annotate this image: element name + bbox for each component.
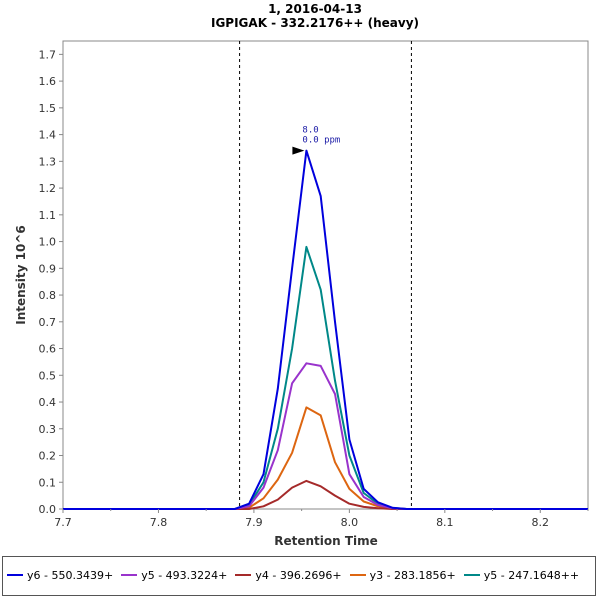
- y-axis-label: Intensity 10^6: [14, 225, 28, 325]
- y-tick-label: 0.5: [39, 369, 57, 382]
- y-tick-label: 1.0: [39, 236, 57, 249]
- legend-swatch: [463, 574, 480, 576]
- x-axis: 7.7 7.8 7.9 8.0 8.1 8.2: [54, 509, 589, 529]
- legend-swatch: [235, 574, 252, 576]
- legend-item: y5 - 493.3224+: [121, 567, 227, 583]
- chart-subtitle: IGPIGAK - 332.2176++ (heavy): [211, 16, 419, 30]
- x-tick-label: 7.9: [245, 516, 263, 529]
- peak-annotation-line: 8.0: [302, 126, 318, 136]
- y-tick-label: 1.3: [39, 155, 57, 168]
- chromatogram-chart: 1, 2016-04-13 IGPIGAK - 332.2176++ (heav…: [14, 2, 589, 548]
- y-tick-label: 0.8: [39, 289, 57, 302]
- series-line-0: [63, 149, 588, 510]
- peak-annotation: 8.00.0 ppm: [292, 126, 340, 155]
- y-tick-label: 0.2: [39, 450, 57, 463]
- x-axis-label: Retention Time: [274, 534, 378, 548]
- peak-annotation-line: 0.0 ppm: [302, 136, 340, 146]
- legend-item: y6 - 550.3439+: [7, 567, 113, 583]
- y-tick-label: 1.4: [39, 129, 57, 142]
- peak-marker-icon: [292, 146, 305, 155]
- y-axis: 0.0 0.1 0.2 0.3 0.4 0.5 0.6 0.7 0.8 0.9 1.0 1.1 1.2 1…: [39, 48, 63, 516]
- x-tick-label: 7.7: [54, 516, 72, 529]
- legend-label: y4 - 396.2696+: [255, 568, 342, 582]
- y-tick-label: 1.1: [39, 209, 57, 222]
- x-tick-label: 8.2: [532, 516, 550, 529]
- y-tick-label: 1.7: [39, 48, 57, 61]
- series-lines: [63, 149, 588, 510]
- legend-label: y5 - 247.1648++: [483, 568, 580, 582]
- chart-title: 1, 2016-04-13: [268, 2, 362, 16]
- x-tick-label: 8.1: [436, 516, 454, 529]
- legend: y6 - 550.3439+ y5 - 493.3224+ y4 - 396.269…: [2, 556, 596, 596]
- series-line-1: [63, 362, 588, 510]
- legend-label: y6 - 550.3439+: [27, 568, 114, 582]
- legend-item: y5 - 247.1648++: [463, 567, 580, 583]
- y-tick-label: 0.7: [39, 316, 57, 329]
- y-tick-label: 0.0: [39, 503, 57, 516]
- legend-swatch: [121, 574, 138, 576]
- legend-label: y3 - 283.1856+: [369, 568, 456, 582]
- series-line-4: [63, 245, 588, 510]
- y-tick-label: 1.5: [39, 102, 57, 115]
- plot-area: [62, 40, 589, 510]
- x-tick-label: 8.0: [341, 516, 359, 529]
- y-tick-label: 1.6: [39, 75, 57, 88]
- y-tick-label: 0.3: [39, 423, 57, 436]
- y-tick-label: 1.2: [39, 182, 57, 195]
- y-tick-label: 0.9: [39, 262, 57, 275]
- y-tick-label: 0.6: [39, 343, 57, 356]
- legend-item: y4 - 396.2696+: [235, 567, 342, 583]
- legend-label: y5 - 493.3224+: [141, 568, 228, 582]
- y-tick-label: 0.1: [39, 476, 57, 489]
- series-line-3: [63, 406, 588, 510]
- x-tick-label: 7.8: [150, 516, 168, 529]
- legend-swatch: [7, 574, 23, 576]
- legend-swatch: [349, 574, 366, 576]
- y-tick-label: 0.4: [39, 396, 57, 409]
- legend-item: y3 - 283.1856+: [349, 567, 456, 583]
- series-line-2: [63, 479, 588, 510]
- integration-bounds: [239, 41, 412, 509]
